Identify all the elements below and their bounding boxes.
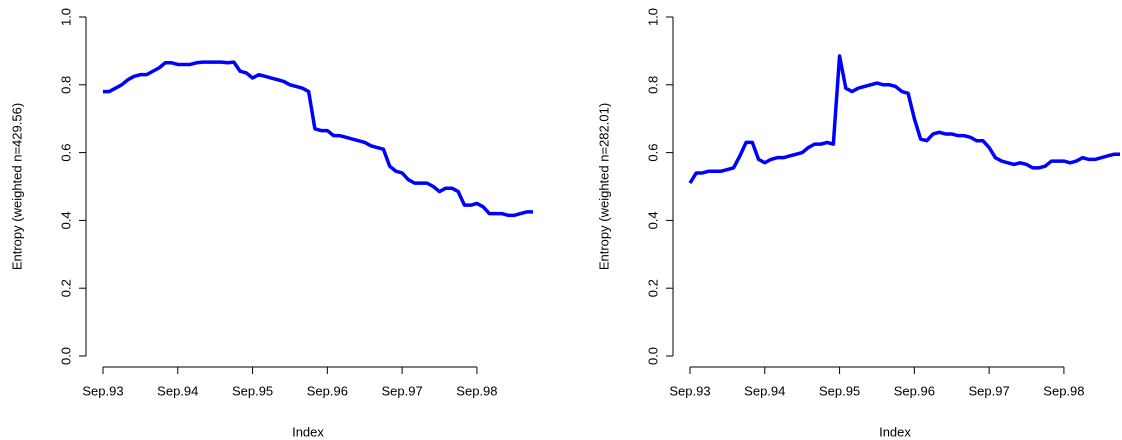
x-tick-label: Sep.98 xyxy=(456,383,497,398)
y-axis-label: Entropy (weighted n=429.56) xyxy=(9,103,24,270)
x-tick-label: Sep.96 xyxy=(894,383,935,398)
x-axis-label: Index xyxy=(879,424,911,439)
x-tick-label: Sep.95 xyxy=(819,383,860,398)
data-line xyxy=(103,60,533,218)
x-tick-label: Sep.97 xyxy=(969,383,1010,398)
x-tick-label: Sep.94 xyxy=(744,383,785,398)
x-tick-label: Sep.97 xyxy=(382,383,423,398)
x-tick-label: Sep.93 xyxy=(82,383,123,398)
y-tick-label: 0.2 xyxy=(58,279,73,297)
data-line xyxy=(688,54,1120,185)
y-tick-label: 0.0 xyxy=(58,347,73,365)
x-axis-label: Index xyxy=(292,424,324,439)
x-tick-label: Sep.93 xyxy=(669,383,710,398)
y-tick-label: 0.2 xyxy=(645,279,660,297)
y-tick-label: 0.0 xyxy=(645,347,660,365)
y-tick-label: 1.0 xyxy=(58,8,73,26)
y-tick-label: 0.8 xyxy=(58,76,73,94)
y-axis-label: Entropy (weighted n=282.01) xyxy=(596,103,611,270)
x-tick-label: Sep.98 xyxy=(1043,383,1084,398)
y-tick-label: 0.6 xyxy=(645,144,660,162)
x-tick-label: Sep.96 xyxy=(307,383,348,398)
y-tick-label: 0.8 xyxy=(645,76,660,94)
x-tick-label: Sep.95 xyxy=(232,383,273,398)
y-tick-label: 0.6 xyxy=(58,144,73,162)
y-tick-label: 0.4 xyxy=(58,211,73,229)
y-tick-label: 1.0 xyxy=(645,8,660,26)
y-tick-label: 0.4 xyxy=(645,211,660,229)
x-tick-label: Sep.94 xyxy=(157,383,198,398)
